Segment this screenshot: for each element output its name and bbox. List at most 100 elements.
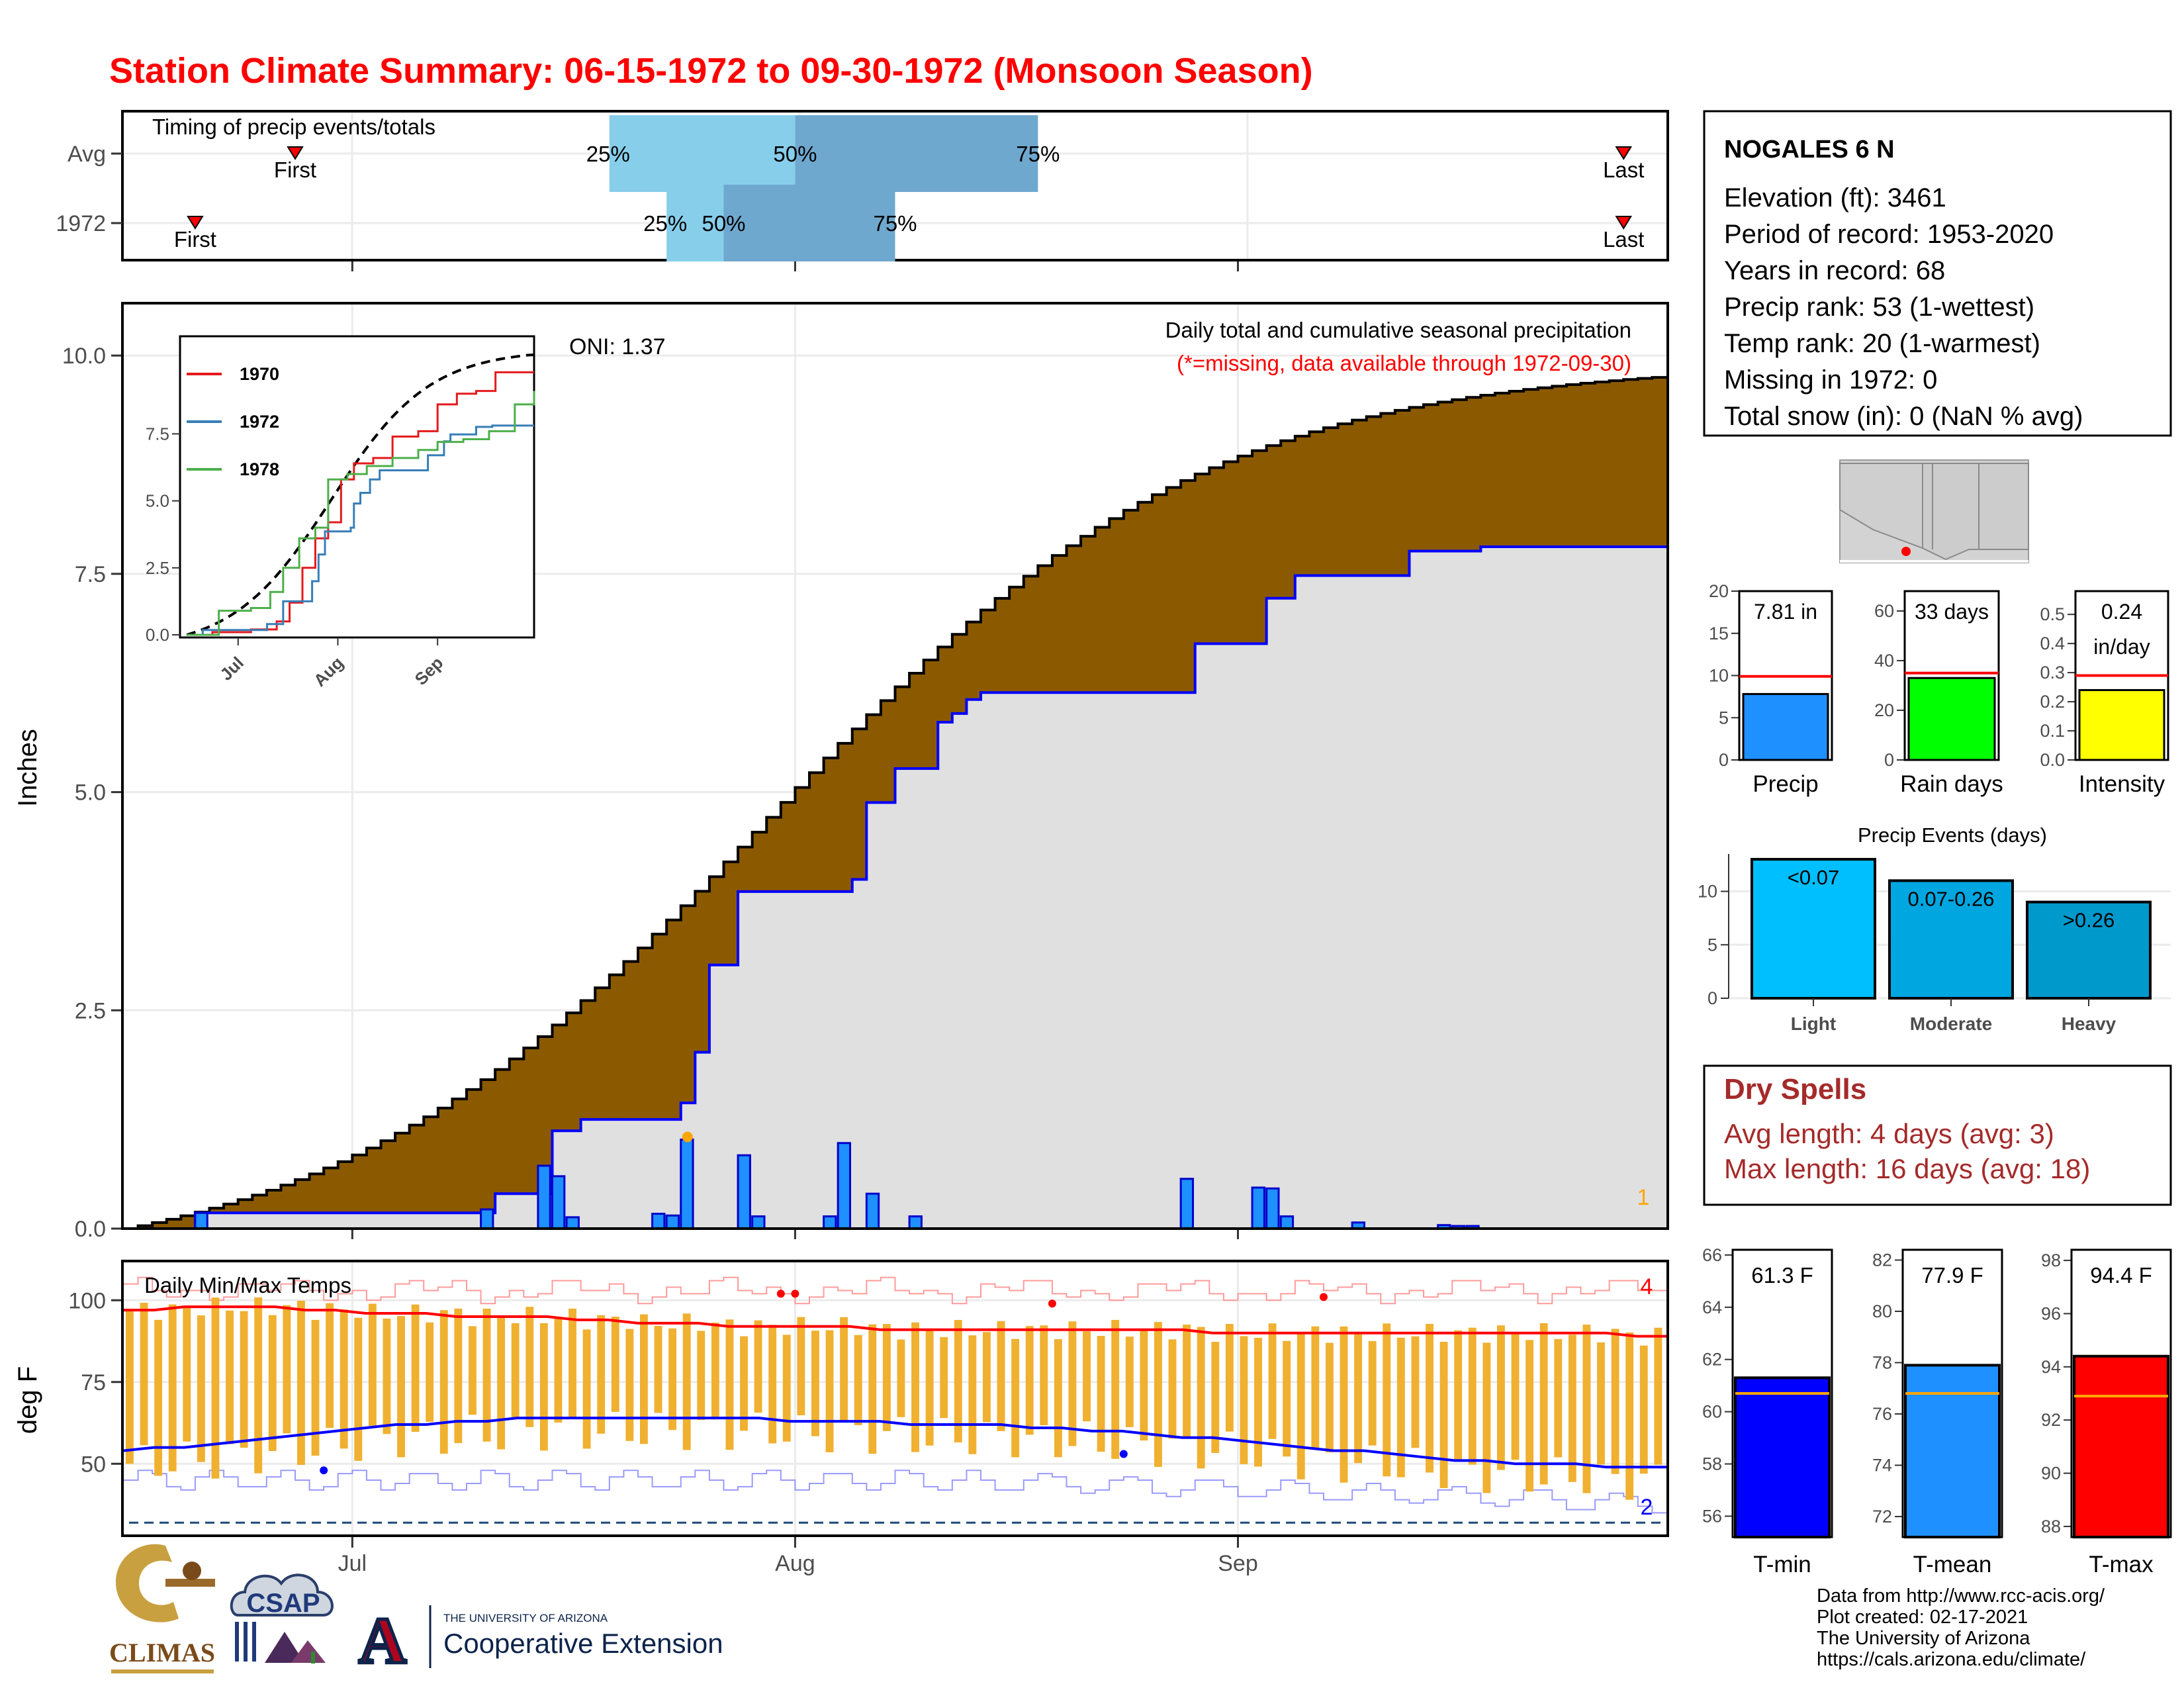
tmean-tick-label: 72 (1872, 1507, 1892, 1526)
daily-temp-range-bar (1040, 1325, 1048, 1426)
record-high-count: 4 (1641, 1274, 1653, 1299)
tmin-tick-label: 58 (1702, 1454, 1722, 1474)
events-bars: 0 5 10 <0.07 Light 0.07-0.26 Moderate >0.26 Heav… (1698, 854, 2171, 1034)
daily-temp-range-bar (1625, 1332, 1634, 1500)
tmin-tick-label: 64 (1702, 1297, 1722, 1317)
daily-temp-range-bar (997, 1321, 1005, 1431)
timing-p50-label: 50% (702, 211, 745, 236)
deficit-area (580, 1000, 596, 1120)
rain-days-tick-label: 0 (1884, 750, 1894, 770)
intensity-tick-label: 0.5 (2040, 604, 2065, 624)
daily-temp-range-bar (226, 1310, 234, 1444)
daily-temp-range-bar (1025, 1326, 1034, 1435)
station-line-temp-rank: Temp rank: 20 (1-warmest) (1724, 329, 2040, 358)
deficit-area (1595, 381, 1610, 547)
ua-logo-a: A (359, 1604, 406, 1677)
daily-precip-bar (480, 1208, 494, 1230)
daily-temp-range-bar (711, 1323, 719, 1420)
month-tick-label: Jul (338, 1551, 367, 1576)
tmin-tick-label: 56 (1702, 1506, 1722, 1526)
daily-precip-bar (751, 1215, 766, 1230)
intensity-value-label: 0.24 (2101, 600, 2142, 624)
record-high-marker (1320, 1293, 1328, 1301)
deficit-area (424, 1117, 439, 1213)
timing-p75-label: 75% (1016, 142, 1060, 166)
deficit-area (923, 659, 938, 769)
daily-temp-range-bar (968, 1335, 977, 1454)
daily-temp-range-bar (682, 1313, 691, 1450)
daily-precip-bar (1179, 1178, 1195, 1230)
locator-map (1839, 459, 2029, 563)
deficit-area (480, 1080, 496, 1213)
deficit-area (1138, 502, 1153, 693)
daily-temp-range-bar (1125, 1336, 1134, 1427)
daily-temp-range-bar (340, 1309, 348, 1449)
daily-temp-range-bar (911, 1322, 919, 1452)
timing-title: Timing of precip events/totals (152, 115, 435, 139)
daily-temp-range-bar (154, 1319, 163, 1476)
inset-y-tick-label: 7.5 (146, 424, 169, 444)
record-high-line (124, 1276, 1666, 1305)
timing-p50-label: 50% (773, 142, 817, 166)
last-event-label: Last (1603, 158, 1644, 182)
inset-y-tick-label: 5.0 (146, 491, 169, 511)
average-cumulative-line (124, 376, 1666, 1230)
daily-temp-range-bar (940, 1336, 948, 1419)
daily-temp-range-bar (383, 1318, 391, 1434)
deficit-area (1366, 416, 1381, 576)
daily-temp-range-bar (1240, 1336, 1248, 1464)
tmax-tick-label: 96 (2041, 1303, 2061, 1323)
footer-line-university: The University of Arizona (1817, 1628, 2030, 1649)
daily-temp-range-bar (1568, 1335, 1576, 1482)
precip-y-tick-label: 5.0 (75, 780, 106, 806)
deficit-area (495, 1069, 510, 1194)
deficit-area (1424, 404, 1439, 551)
timing-p75-label: 75% (873, 211, 917, 236)
daily-temp-range-bar (283, 1305, 291, 1434)
intensity-tick-label: 0.2 (2040, 692, 2065, 712)
ua-logo-small: THE UNIVERSITY OF ARIZONA (443, 1612, 608, 1624)
daily-precip-bar (194, 1211, 208, 1230)
daily-temp-range-bar (183, 1307, 191, 1442)
daily-temp-range-bar (469, 1326, 477, 1415)
deficit-area (966, 622, 981, 700)
deficit-area (723, 862, 739, 965)
deficit-area (1266, 445, 1281, 598)
tmean-tick-label: 80 (1872, 1301, 1892, 1321)
events-bar-label: 0.07-0.26 (1908, 887, 1995, 910)
daily-temp-range-bar (411, 1304, 420, 1432)
deficit-area (1352, 420, 1367, 576)
daily-temp-range-bar (1639, 1345, 1648, 1474)
precip-y-tick-label: 2.5 (75, 998, 106, 1023)
daily-temp-range-bar (1354, 1331, 1363, 1464)
tmax-value-bar (2073, 1354, 2169, 1538)
deficit-area (695, 891, 710, 1053)
daily-temp-range-bar (140, 1303, 148, 1446)
deficit-area (1038, 565, 1053, 693)
inset-average-line (186, 353, 535, 636)
deficit-area (1637, 378, 1653, 547)
timing-row-label-avg: Avg (68, 142, 106, 167)
deficit-area (252, 1195, 267, 1213)
inset-y-tick-label: 0.0 (146, 625, 169, 645)
deficit-area (1123, 510, 1138, 693)
deficit-area (523, 1048, 539, 1194)
rain-days-value-label: 33 days (1915, 600, 1989, 624)
deficit-area (552, 1025, 567, 1131)
tmin-tick-label: 62 (1702, 1350, 1722, 1370)
deficit-area (266, 1190, 281, 1213)
daily-temp-range-bar (725, 1319, 734, 1450)
daily-temp-range-bar (1383, 1323, 1391, 1477)
deficit-area (852, 729, 867, 880)
rain-days-tick-label: 20 (1874, 700, 1894, 720)
csap-logo: CSAP (230, 1573, 334, 1664)
daily-temp-range-bar (1154, 1322, 1162, 1467)
precip-note-missing: (*=missing, data available through 1972-… (1177, 351, 1631, 375)
deficit-area (1381, 413, 1396, 576)
inset-legend-label: 1978 (240, 459, 279, 479)
daily-temp-range-bar (197, 1315, 205, 1462)
inset-y-tick-label: 2.5 (146, 558, 169, 578)
daily-temp-range-bar (1511, 1333, 1520, 1460)
tmean-tick-label: 78 (1872, 1353, 1892, 1373)
deficit-area (452, 1099, 467, 1213)
